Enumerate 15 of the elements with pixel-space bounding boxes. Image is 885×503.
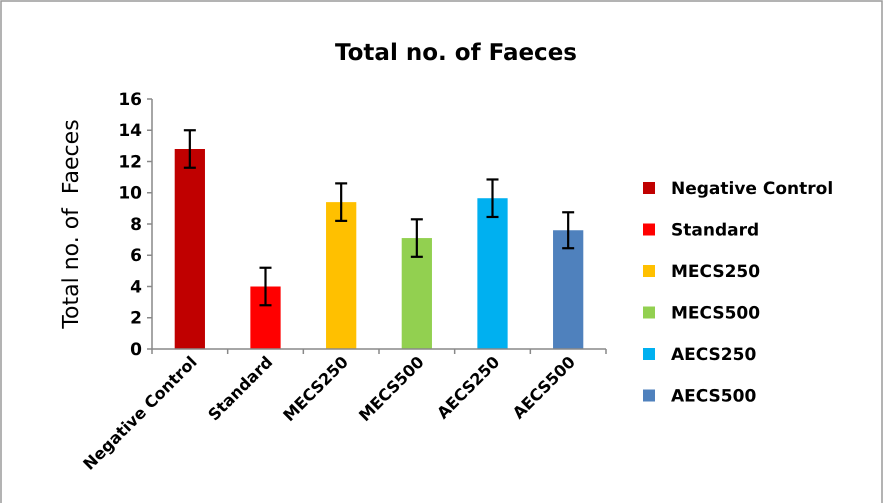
y-tick-label: 4 xyxy=(130,277,142,298)
chart-title: Total no. of Faeces xyxy=(335,40,577,66)
y-axis-title: Total no. of Faeces xyxy=(59,119,84,330)
legend-label: MECS250 xyxy=(671,262,760,282)
y-tick-label: 2 xyxy=(130,308,142,329)
y-tick-label: 14 xyxy=(118,121,142,142)
y-tick-label: 10 xyxy=(118,184,142,204)
y-tick-label: 16 xyxy=(118,90,142,110)
y-tick-label: 6 xyxy=(130,246,142,266)
legend-label: Standard xyxy=(671,220,760,240)
y-tick-label: 0 xyxy=(130,340,142,360)
legend-label: Negative Control xyxy=(671,178,834,199)
y-tick-label: 12 xyxy=(118,152,142,172)
legend-label: MECS500 xyxy=(671,303,760,324)
y-tick-label: 8 xyxy=(130,214,142,235)
